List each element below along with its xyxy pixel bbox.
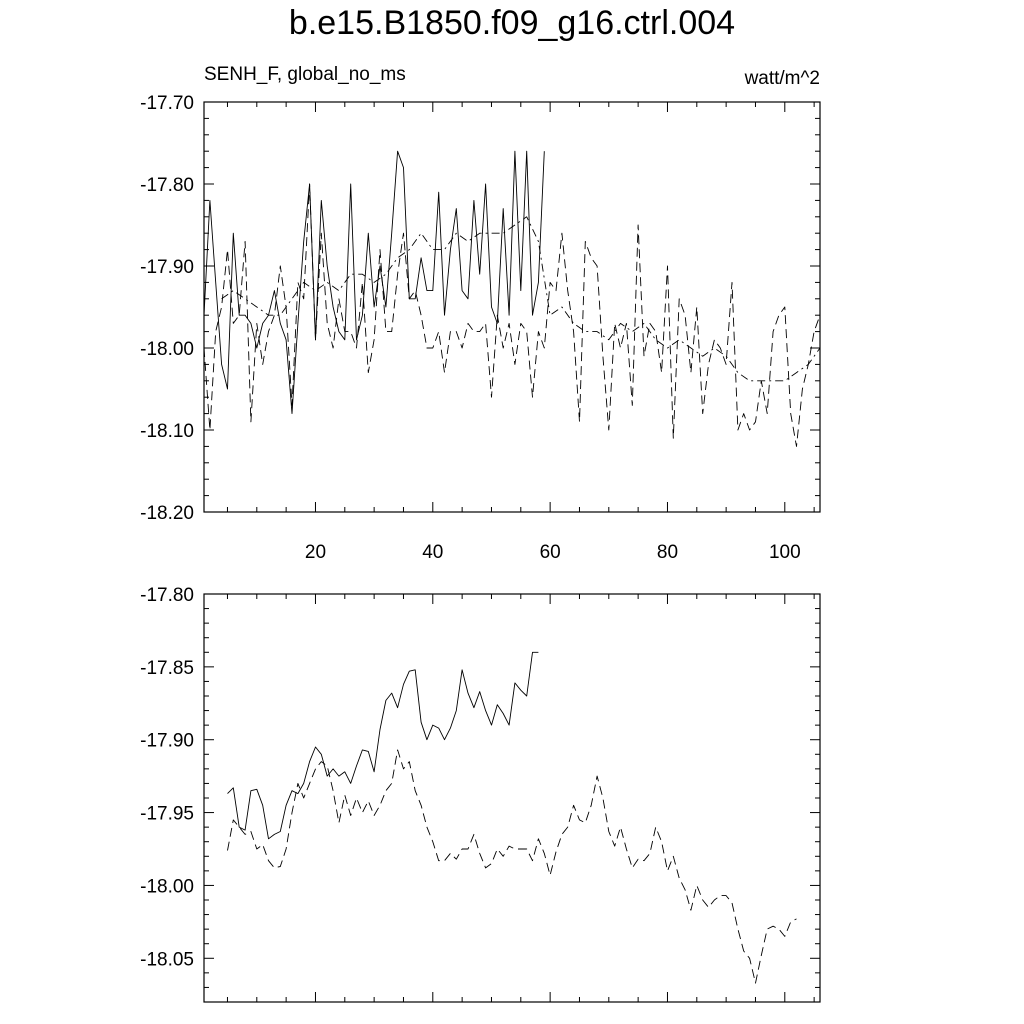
top-panel: -17.70 -17.80 -17.90 -18.00 -18.10 -18.20 20 40… <box>140 93 821 563</box>
series-line-dashed <box>203 183 821 447</box>
figure-title: b.e15.B1850.f09_g16.ctrl.004 <box>288 4 736 42</box>
y-tick-label: -18.00 <box>140 339 194 360</box>
bottom-panel: -17.80 -17.85 -17.90 -17.95 -18.00 -18.05 <box>140 585 821 1003</box>
y-tick-label: -17.80 <box>140 585 194 606</box>
y-tick-label: -18.05 <box>140 949 194 970</box>
y-tick-label: -18.00 <box>140 876 194 897</box>
y-tick-label: -18.20 <box>140 503 194 524</box>
series-line-dash-dot <box>221 216 821 382</box>
variable-label: SENH_F, global_no_ms <box>204 64 406 85</box>
x-tick-label: 20 <box>305 542 326 563</box>
y-tick-label: -17.85 <box>140 658 194 679</box>
series-line-solid <box>227 651 539 840</box>
x-tick-label: 40 <box>422 542 443 563</box>
x-tick-label: 80 <box>657 542 678 563</box>
y-tick-label: -17.80 <box>140 175 194 196</box>
units-label: watt/m^2 <box>744 68 820 89</box>
y-tick-label: -17.90 <box>140 731 194 752</box>
x-tick-label: 60 <box>540 542 561 563</box>
y-tick-label: -17.90 <box>140 257 194 278</box>
x-tick-label: 100 <box>769 542 801 563</box>
y-tick-label: -18.10 <box>140 421 194 442</box>
y-tick-label: -17.70 <box>140 93 194 114</box>
y-tick-label: -17.95 <box>140 804 194 825</box>
series-line-solid <box>203 150 545 415</box>
series-line-dashed <box>227 749 797 984</box>
plot-frame <box>203 593 821 1003</box>
